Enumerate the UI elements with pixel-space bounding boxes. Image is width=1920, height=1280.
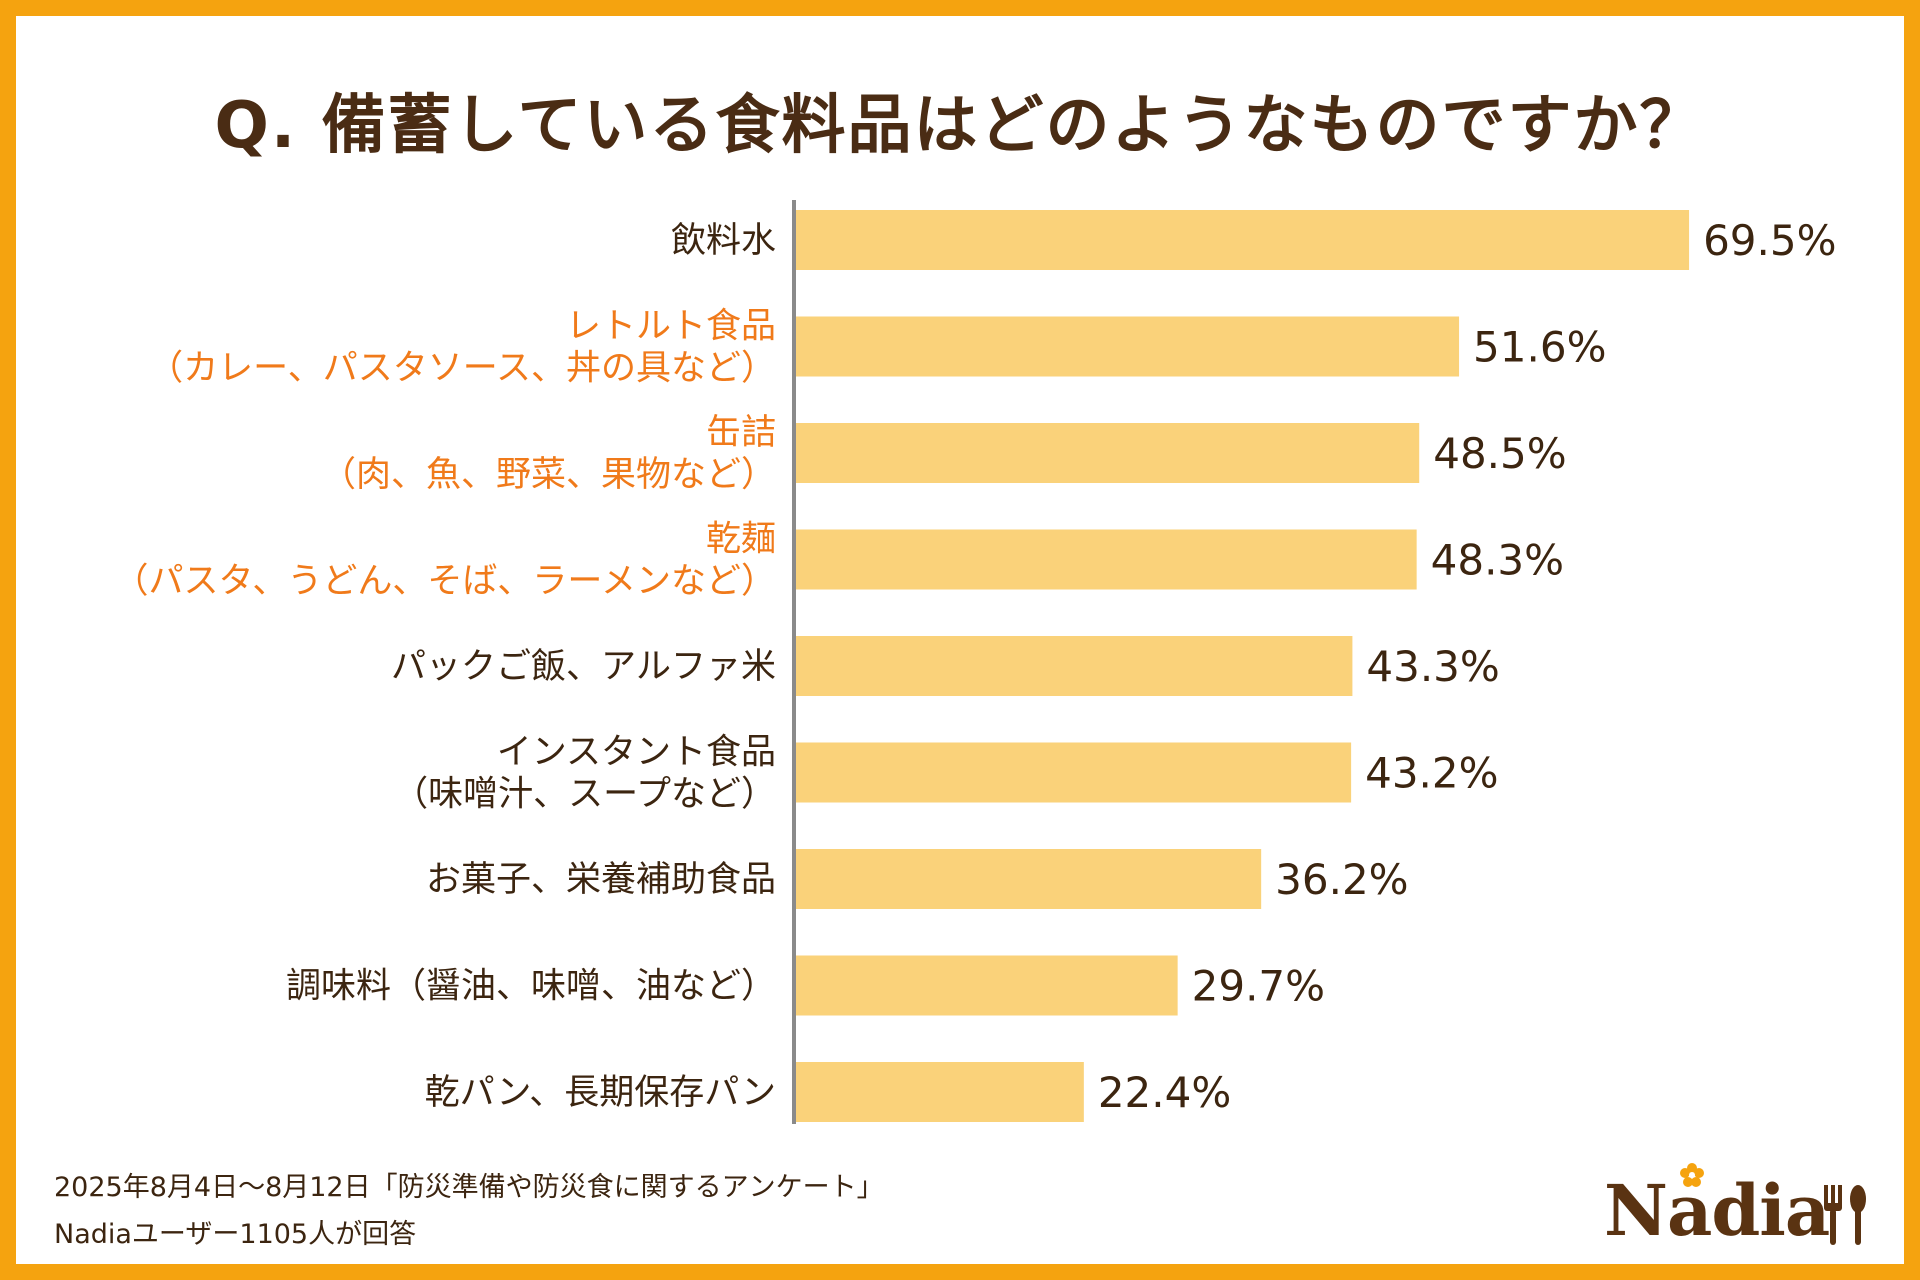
logo-wordmark: Nadia	[1604, 1169, 1830, 1252]
value-label: 48.3%	[1431, 536, 1564, 585]
value-label: 51.6%	[1473, 323, 1606, 372]
bar	[796, 636, 1353, 696]
bar	[796, 423, 1420, 483]
bar	[796, 316, 1460, 377]
category-label: 乾パン、長期保存パン	[425, 1073, 776, 1113]
category-label: パックご飯、アルファ米	[391, 647, 776, 687]
bar-chart: 69.5% 飲料水 51.6% レトルト食品（カレー、パスタソース、丼の具など） 48.…	[113, 200, 1837, 1124]
value-label: 36.2%	[1275, 855, 1408, 904]
bar	[796, 1062, 1084, 1122]
category-label: （パスタ、うどん、そば、ラーメンなど）	[113, 562, 776, 602]
category-label: お菓子、栄養補助食品	[426, 860, 776, 900]
category-label: 調味料（醤油、味噌、油など）	[286, 967, 776, 1007]
value-label: 22.4%	[1098, 1068, 1231, 1117]
footnote-period: 2025年8月4日～8月12日「防災準備や防災食に関するアンケート」	[54, 1172, 884, 1203]
value-label: 29.7%	[1192, 962, 1325, 1011]
category-label: 乾麺	[706, 520, 776, 560]
flower-icon	[1680, 1163, 1704, 1187]
chart-card: Q. 備蓄している食料品はどのようなものですか？ 69.5% 飲料水 51.6% レト…	[16, 16, 1904, 1264]
bar	[796, 529, 1417, 590]
value-label: 69.5%	[1703, 216, 1836, 265]
category-label: 缶詰	[706, 413, 776, 453]
nadia-logo: Nadia	[1584, 1161, 1884, 1252]
value-label: 43.2%	[1365, 749, 1498, 798]
category-label: インスタント食品	[497, 733, 776, 773]
chart-title: Q. 備蓄している食料品はどのようなものですか？	[214, 89, 1706, 163]
category-label: 飲料水	[671, 221, 776, 261]
bar	[796, 210, 1690, 270]
fork-spoon-icon	[1824, 1185, 1866, 1245]
category-label: （肉、魚、野菜、果物など）	[321, 455, 776, 495]
bar	[796, 849, 1262, 909]
footnote: 2025年8月4日～8月12日「防災準備や防災食に関するアンケート」 Nadia…	[54, 1164, 884, 1258]
category-label: レトルト食品	[566, 307, 776, 347]
bar	[796, 742, 1352, 803]
category-label: （カレー、パスタソース、丼の具など）	[148, 349, 776, 389]
value-label: 48.5%	[1433, 429, 1566, 478]
footnote-respondents: Nadiaユーザー1105人が回答	[54, 1219, 417, 1250]
category-label: （味噌汁、スープなど）	[393, 775, 776, 815]
bar	[796, 955, 1178, 1016]
value-label: 43.3%	[1366, 642, 1499, 691]
